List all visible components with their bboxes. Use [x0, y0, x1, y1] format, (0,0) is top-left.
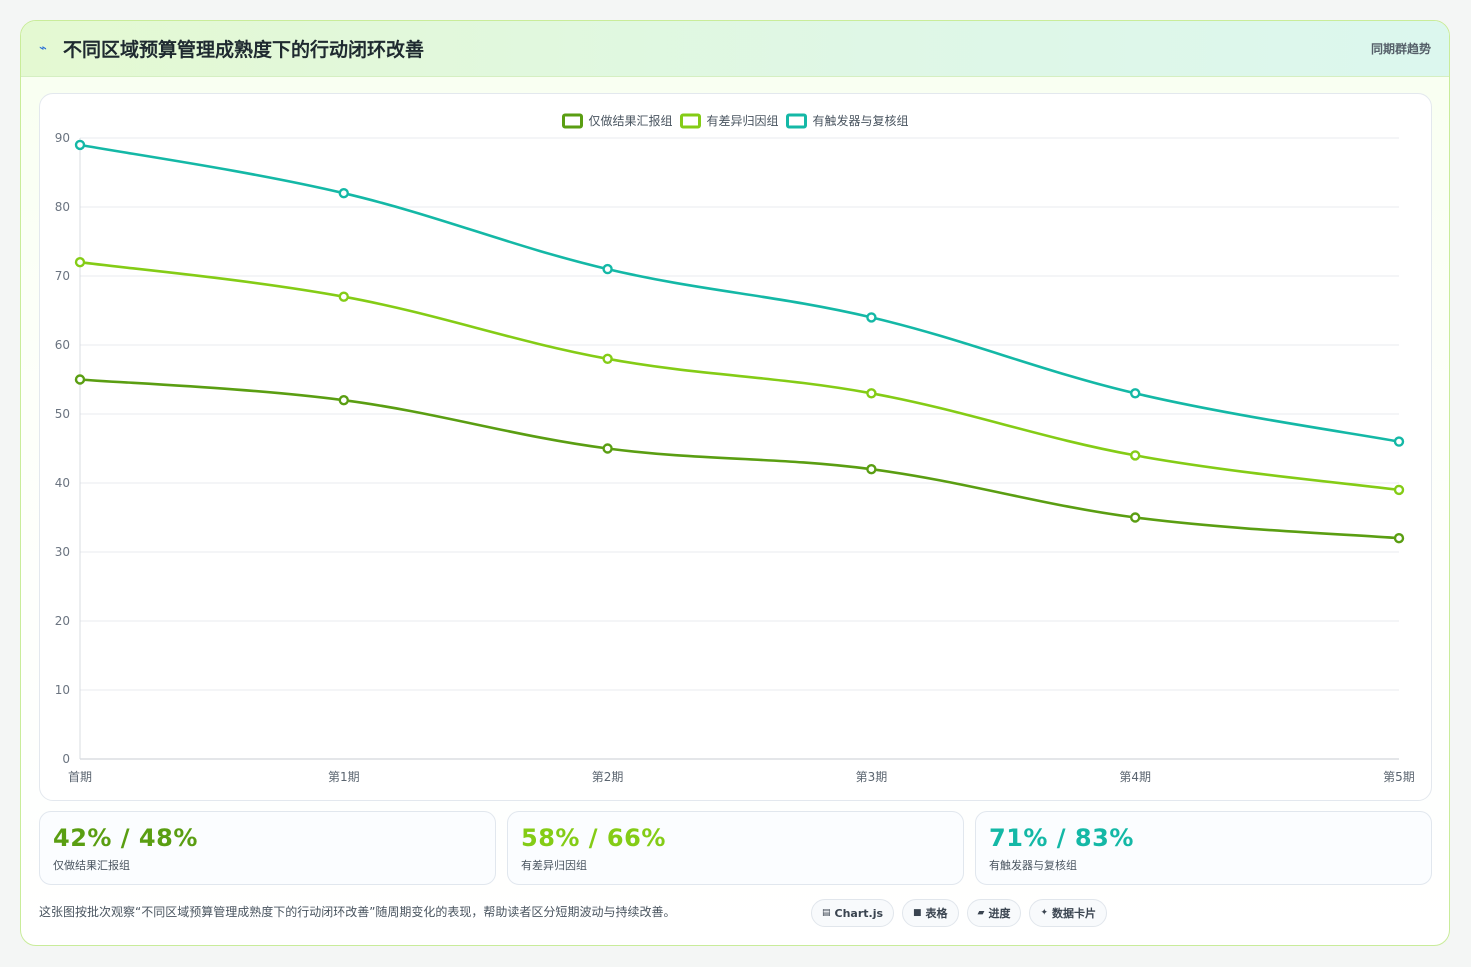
- stat-label: 有差异归因组: [521, 859, 587, 872]
- legend-swatch: [786, 113, 807, 129]
- chart-container: 0 10 20 30 40 50 60 70 80 90 首期 第1期 第2期 第3期 第4期 第5期 仅做结果…: [39, 93, 1432, 801]
- x-tick-label: 首期: [68, 770, 92, 784]
- x-tick-label: 第3期: [856, 770, 888, 784]
- series-line: [79, 378, 1400, 540]
- data-point: [338, 291, 349, 302]
- pulse-icon: ⌁: [39, 41, 47, 56]
- series-line: [79, 143, 1400, 443]
- stat-card: 42% / 48% 仅做结果汇报组: [39, 811, 496, 885]
- y-tick-label: 0: [62, 752, 70, 766]
- stat-value: 42% / 48%: [53, 824, 198, 852]
- chip-label: 表格: [925, 907, 948, 920]
- stat-label: 有触发器与复核组: [989, 859, 1077, 872]
- y-tick-label: 40: [55, 476, 70, 490]
- data-point: [74, 139, 86, 151]
- stat-cards: 42% / 48% 仅做结果汇报组 58% / 66% 有差异归因组 71% /…: [39, 811, 1432, 885]
- data-point: [338, 395, 349, 406]
- data-point: [1129, 512, 1141, 523]
- y-tick-label: 10: [55, 683, 70, 697]
- y-tick-label: 20: [55, 614, 70, 628]
- chip-label: Chart.js: [834, 906, 884, 920]
- legend-label: 有差异归因组: [707, 114, 779, 128]
- progress-icon: ▰: [977, 908, 985, 918]
- header-tag: 同期群趋势: [1370, 42, 1431, 56]
- data-point: [1393, 436, 1405, 447]
- table-icon: ■: [913, 908, 922, 918]
- data-point: [866, 464, 877, 475]
- data-point: [1129, 388, 1141, 399]
- data-point: [1393, 533, 1405, 544]
- chip-chartjs[interactable]: ▤ Chart.js: [811, 899, 895, 927]
- data-point: [866, 312, 877, 323]
- legend-swatch: [562, 113, 583, 129]
- legend-swatch: [680, 113, 701, 129]
- stat-value: 58% / 66%: [521, 824, 666, 852]
- chip-data-card[interactable]: ✦ 数据卡片: [1029, 899, 1108, 927]
- chip-label: 数据卡片: [1052, 907, 1097, 920]
- line-chart: 0 10 20 30 40 50 60 70 80 90 首期 第1期 第2期 第3期 第4期 第5期 仅做结果…: [55, 113, 1415, 784]
- chip-label: 进度: [988, 907, 1011, 920]
- data-point: [602, 263, 613, 275]
- chip-group: ▤ Chart.js ■ 表格 ▰ 进度 ✦ 数据卡片: [811, 899, 1108, 927]
- x-tick-label: 第1期: [328, 770, 360, 784]
- sparkle-icon: ✦: [1040, 908, 1049, 918]
- data-point: [866, 388, 877, 399]
- x-tick-label: 第2期: [592, 770, 624, 784]
- data-point: [338, 187, 349, 199]
- footer-note: 这张图按批次观察“不同区域预算管理成熟度下的行动闭环改善”随周期变化的表现，帮助…: [39, 905, 676, 919]
- stat-label: 仅做结果汇报组: [53, 859, 130, 872]
- y-tick-label: 60: [55, 338, 70, 352]
- series-line: [79, 260, 1400, 492]
- y-tick-label: 50: [55, 407, 70, 421]
- data-point: [74, 256, 86, 268]
- card-footer: 这张图按批次观察“不同区域预算管理成熟度下的行动闭环改善”随周期变化的表现，帮助…: [39, 899, 1432, 933]
- data-point: [1393, 484, 1405, 496]
- y-tick-label: 90: [55, 131, 70, 145]
- data-point: [74, 374, 86, 385]
- data-point: [602, 353, 613, 364]
- card-title: 不同区域预算管理成熟度下的行动闭环改善: [63, 39, 425, 61]
- chart-icon: ▤: [822, 908, 831, 918]
- stat-value: 71% / 83%: [989, 824, 1134, 852]
- title-wrap: ⌁ 不同区域预算管理成熟度下的行动闭环改善: [39, 35, 424, 62]
- stat-card: 58% / 66% 有差异归因组: [507, 811, 964, 885]
- x-tick-label: 第5期: [1383, 770, 1415, 784]
- stat-card: 71% / 83% 有触发器与复核组: [975, 811, 1432, 885]
- data-point: [1129, 450, 1141, 461]
- legend-label: 有触发器与复核组: [813, 113, 909, 128]
- chart-card: ⌁ 不同区域预算管理成熟度下的行动闭环改善 同期群趋势 0 10 20 30 40 50 6…: [20, 20, 1450, 946]
- x-tick-label: 第4期: [1119, 770, 1151, 784]
- y-tick-label: 70: [55, 269, 70, 283]
- legend-label: 仅做结果汇报组: [589, 113, 673, 128]
- y-tick-label: 80: [55, 200, 70, 214]
- data-point: [602, 443, 613, 454]
- y-tick-label: 30: [55, 545, 70, 559]
- chip-progress[interactable]: ▰ 进度: [966, 899, 1022, 927]
- card-header: ⌁ 不同区域预算管理成熟度下的行动闭环改善 同期群趋势: [21, 21, 1449, 77]
- chip-table[interactable]: ■ 表格: [902, 899, 959, 927]
